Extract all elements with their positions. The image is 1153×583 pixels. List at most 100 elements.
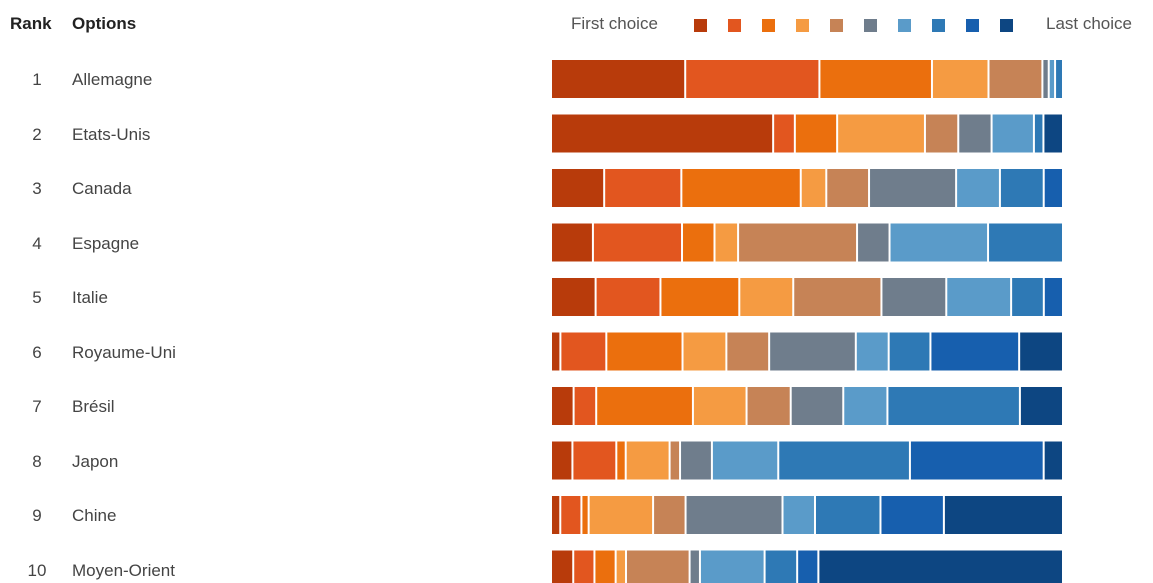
rank-4: 4 [32, 233, 42, 253]
bar-segment-row5-choice3 [661, 278, 739, 316]
bar-segment-row1-choice5 [989, 60, 1042, 98]
bar-segment-row9-choice1 [552, 496, 560, 534]
legend-swatch-10 [1000, 19, 1013, 32]
legend-swatch-5 [830, 19, 843, 32]
bar-segment-row8-choice7 [712, 441, 778, 480]
option-label: Etats-Unis [72, 124, 151, 144]
bar-segment-row8-choice2 [573, 441, 616, 480]
option-label: Brésil [72, 397, 115, 416]
bar-segment-row8-choice1 [552, 441, 572, 480]
legend-swatch-9 [966, 19, 979, 32]
legend-swatch-2 [728, 19, 741, 32]
rank-8: 8 [32, 451, 42, 471]
legend-swatch-1 [694, 19, 707, 32]
bar-segment-row9-choice3 [582, 496, 588, 534]
bar-segment-row7-choice6 [791, 387, 843, 425]
bar-segment-row9-choice10 [944, 496, 1062, 534]
bar-segment-row6-choice3 [607, 332, 682, 371]
bar-segment-row7-choice2 [574, 387, 596, 425]
bar-segment-row8-choice6 [681, 441, 711, 480]
bar-segment-row6-choice4 [683, 332, 726, 371]
option-label: Italie [72, 288, 108, 307]
bar-segment-row10-choice3 [595, 550, 615, 583]
bar-segment-row3-choice4 [801, 169, 826, 207]
rank-10: 10 [27, 560, 47, 580]
bar-segment-row7-choice4 [693, 387, 746, 425]
rank-3: 3 [32, 179, 42, 198]
bar-segment-row1-choice6 [1043, 60, 1048, 98]
bar-segment-row6-choice7 [856, 332, 888, 371]
bar-segment-row3-choice5 [827, 169, 869, 207]
bar-segment-row5-choice1 [552, 278, 595, 316]
bar-segment-row4-choice2 [593, 223, 682, 262]
rank-9: 9 [32, 506, 42, 525]
bar-segment-row9-choice6 [686, 496, 782, 534]
bar-segment-row6-choice8 [889, 332, 930, 371]
bar-segment-row7-choice8 [888, 387, 1019, 425]
bar-segment-row9-choice5 [654, 496, 685, 534]
bar-segment-row5-choice7 [947, 278, 1011, 316]
rank-1: 1 [32, 70, 42, 89]
bar-segment-row9-choice8 [815, 496, 880, 534]
bar-segment-row3-choice1 [552, 169, 604, 207]
rank-2: 2 [32, 124, 42, 144]
bar-segment-row10-choice2 [574, 550, 594, 583]
bar-segment-row2-choice10 [1044, 114, 1062, 153]
bar-segment-row10-choice7 [700, 550, 764, 583]
bar-segment-row8-choice8 [779, 441, 909, 480]
bar-segment-row6-choice10 [1020, 332, 1062, 371]
bar-segment-row2-choice3 [795, 114, 837, 153]
bar-segment-row4-choice5 [739, 223, 857, 262]
bar-segment-row9-choice9 [881, 496, 943, 534]
legend-last-choice-label: Last choice [1046, 14, 1132, 33]
legend-swatch-4 [796, 19, 809, 32]
bar-segment-row7-choice1 [552, 387, 573, 425]
bar-segment-row7-choice3 [597, 387, 692, 425]
option-label: Japon [72, 451, 119, 471]
bar-segment-row2-choice6 [959, 114, 991, 153]
option-label: Chine [72, 506, 117, 525]
bar-segment-row2-choice7 [992, 114, 1033, 153]
bar-segment-row8-choice5 [670, 441, 680, 480]
option-label: Espagne [72, 233, 140, 253]
bar-segment-row1-choice2 [686, 60, 819, 98]
bar-segment-row9-choice4 [589, 496, 653, 534]
option-label: Moyen-Orient [72, 560, 175, 580]
option-label: Royaume-Uni [72, 342, 176, 362]
bar-segment-row1-choice4 [932, 60, 988, 98]
bar-segment-row2-choice5 [925, 114, 958, 153]
legend-swatch-3 [762, 19, 775, 32]
options-column-header: Options [72, 14, 137, 33]
legend-first-choice-label: First choice [571, 14, 658, 33]
bar-segment-row7-choice7 [844, 387, 887, 425]
bar-segment-row10-choice10 [819, 550, 1062, 583]
legend-swatches [694, 19, 1013, 32]
bar-segment-row7-choice5 [747, 387, 790, 425]
bar-segment-row1-choice8 [1056, 60, 1062, 98]
bar-segment-row5-choice2 [596, 278, 660, 316]
bar-segment-row6-choice5 [727, 332, 769, 371]
bar-segment-row3-choice2 [605, 169, 681, 207]
bar-segment-row8-choice10 [1044, 441, 1062, 480]
legend-swatch-6 [864, 19, 877, 32]
bar-segment-row6-choice2 [561, 332, 606, 371]
option-label: Canada [72, 179, 132, 198]
bar-segment-row5-choice8 [1012, 278, 1043, 316]
bar-segment-row8-choice4 [626, 441, 669, 480]
bar-segment-row10-choice1 [552, 550, 573, 583]
bar-segment-row4-choice8 [989, 223, 1062, 262]
bar-segment-row3-choice9 [1044, 169, 1062, 207]
rank-column-header: Rank [10, 14, 52, 33]
bar-segment-row4-choice4 [715, 223, 738, 262]
bar-segment-row9-choice2 [561, 496, 581, 534]
option-label: Allemagne [72, 70, 153, 89]
bar-segment-row1-choice3 [820, 60, 931, 98]
bar-segment-row4-choice7 [890, 223, 988, 262]
legend-swatch-7 [898, 19, 911, 32]
bar-segment-row4-choice1 [552, 223, 592, 262]
bar-segment-row3-choice6 [870, 169, 956, 207]
bar-segment-row9-choice7 [783, 496, 814, 534]
bar-segment-row6-choice6 [770, 332, 855, 371]
legend-swatch-8 [932, 19, 945, 32]
